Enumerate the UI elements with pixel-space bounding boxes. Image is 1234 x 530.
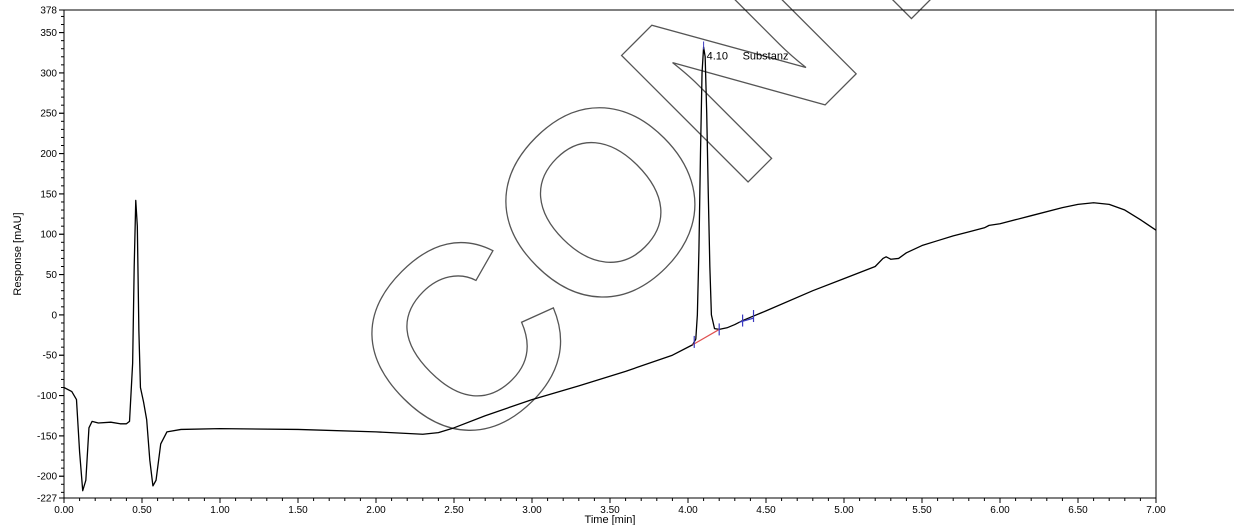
chromatogram-trace-0 (63, 46, 1157, 492)
peak-time-label: 4.10 (707, 50, 728, 62)
y-axis-title: Response [mAU] (12, 212, 24, 295)
x-tick-label: 3.00 (522, 505, 542, 516)
x-tick-label: 1.00 (210, 505, 230, 516)
x-tick-label: 1.50 (288, 505, 308, 516)
x-tick-label: 2.50 (444, 505, 464, 516)
x-tick-label: 4.00 (678, 505, 698, 516)
x-tick-label: 6.50 (1068, 505, 1088, 516)
y-tick-label: 0 (51, 310, 57, 321)
x-tick-label: 5.50 (912, 505, 932, 516)
y-tick-label: -100 (37, 391, 57, 402)
y-tick-label: 378 (40, 6, 57, 17)
x-axis-title: Time [min] (585, 514, 636, 525)
traces (63, 46, 1157, 492)
x-tick-label: 6.00 (990, 505, 1010, 516)
y-axis: 378 350 300 250 200 150 100 50 0 -50 -100 -150 -200 -… (37, 6, 64, 505)
x-tick-label: 4.50 (756, 505, 776, 516)
y-tick-label: -227 (37, 494, 57, 505)
y-tick-label: 350 (40, 28, 57, 39)
y-tick-label: -50 (43, 351, 58, 362)
y-tick-label: 250 (40, 109, 57, 120)
y-tick-label: -200 (37, 472, 57, 483)
x-axis: 0.00 0.50 1.00 1.50 2.00 2.50 3.00 3.50 4.00 4.50… (54, 498, 1166, 516)
y-tick-label: 150 (40, 189, 57, 200)
x-tick-label: 3.50 (600, 505, 620, 516)
peak-markers (693, 41, 755, 348)
y-tick-label: 100 (40, 230, 57, 241)
baseline-segment-0 (692, 328, 720, 346)
x-tick-label: 7.00 (1146, 505, 1166, 516)
x-tick-label: 2.00 (366, 505, 386, 516)
baseline-segment-1 (739, 317, 754, 323)
x-tick-label: 0.50 (132, 505, 152, 516)
x-tick-label: 5.00 (834, 505, 854, 516)
y-tick-label: -150 (37, 431, 57, 442)
peak-name-label: Substanz (743, 50, 789, 62)
y-tick-label: 200 (40, 149, 57, 160)
x-tick-label: 0.00 (54, 505, 74, 516)
y-tick-label: 300 (40, 68, 57, 79)
y-tick-label: 50 (46, 270, 58, 281)
